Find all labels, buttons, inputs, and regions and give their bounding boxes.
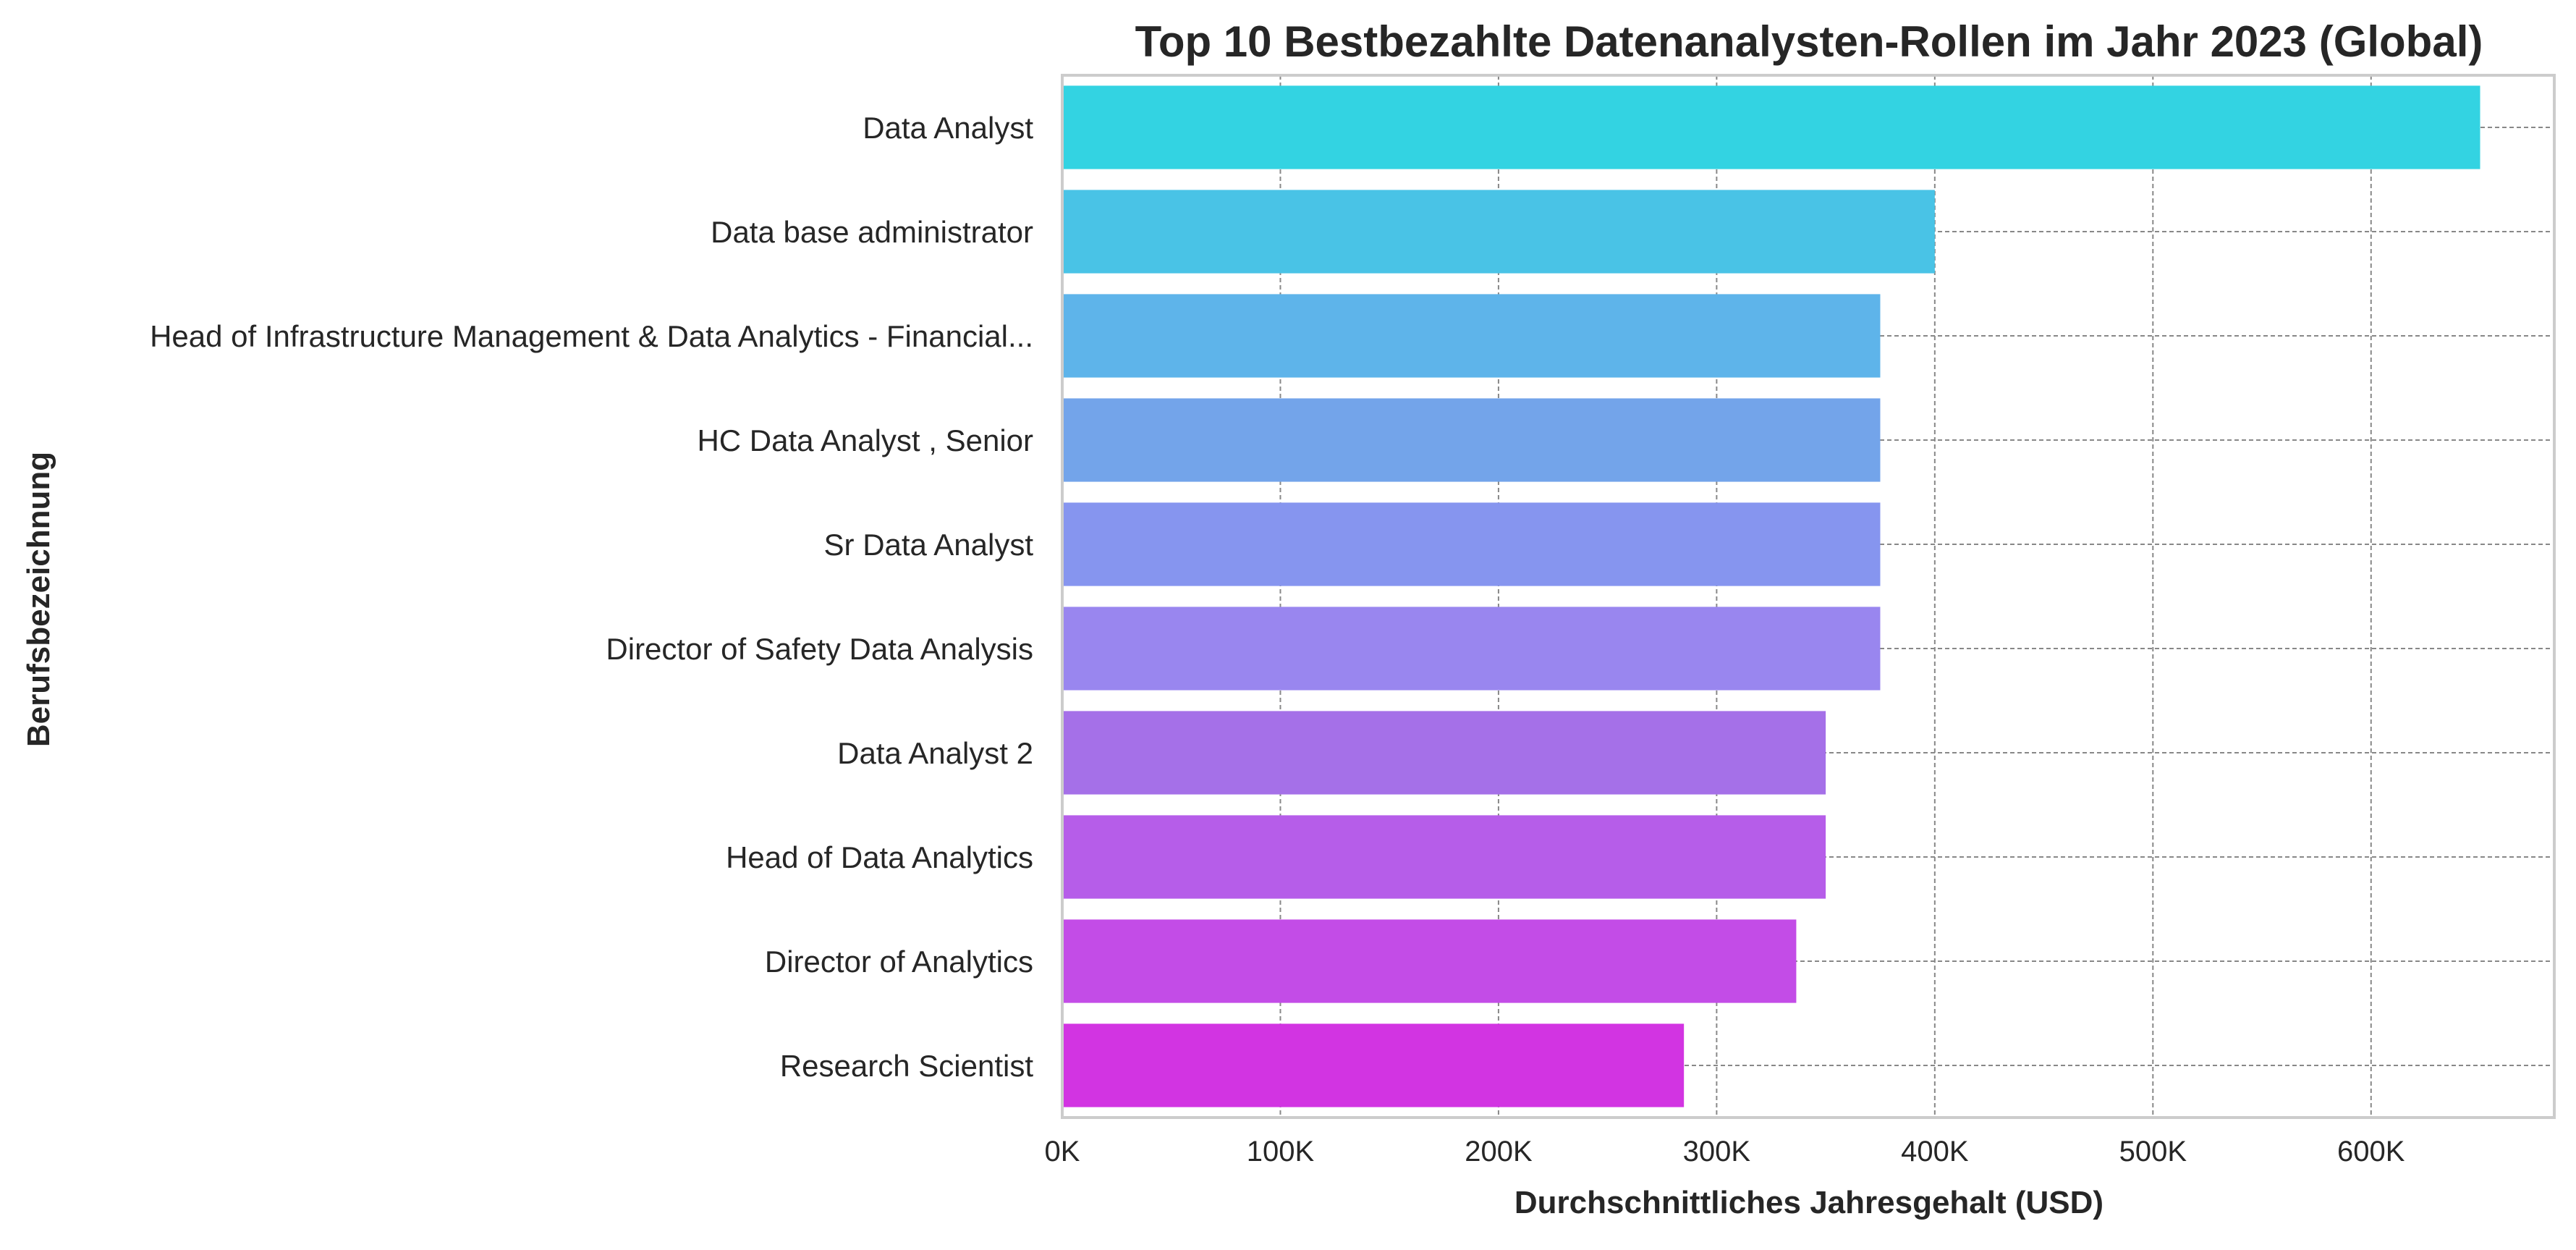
- x-tick-label: 100K: [1247, 1136, 1315, 1167]
- x-tick-label: 0K: [1045, 1136, 1080, 1167]
- y-tick-label: Data base administrator: [711, 215, 1033, 249]
- x-tick-label: 600K: [2337, 1136, 2405, 1167]
- bar: [1062, 711, 1826, 795]
- bar: [1062, 815, 1826, 899]
- y-tick-label: Director of Safety Data Analysis: [606, 632, 1033, 666]
- y-tick-label: Director of Analytics: [765, 945, 1033, 979]
- bar: [1062, 919, 1797, 1003]
- x-tick-label: 500K: [2119, 1136, 2187, 1167]
- y-tick-label: HC Data Analyst , Senior: [697, 423, 1033, 457]
- y-axis-label: Berufsbezeichnung: [21, 452, 56, 747]
- plot-frame: [1061, 74, 2556, 1119]
- bar: [1062, 1023, 1685, 1107]
- bar: [1062, 398, 1881, 482]
- x-tick-label: 400K: [1901, 1136, 1969, 1167]
- x-axis-label: Durchschnittliches Jahresgehalt (USD): [1514, 1185, 2103, 1220]
- x-tick-labels: 0K 100K 200K 300K 400K 500K 600K: [1045, 1136, 2405, 1167]
- y-tick-label: Head of Data Analytics: [726, 840, 1033, 874]
- y-tick-label: Head of Infrastructure Management & Data…: [150, 319, 1033, 353]
- chart-title: Top 10 Bestbezahlte Datenanalysten-Rolle…: [1135, 17, 2483, 66]
- y-tick-labels: Data Analyst Data base administrator Head …: [150, 111, 1033, 1083]
- bar: [1062, 190, 1935, 274]
- x-tick-label: 200K: [1465, 1136, 1533, 1167]
- bar: [1062, 294, 1881, 378]
- y-tick-label: Research Scientist: [780, 1049, 1033, 1083]
- bar: [1062, 607, 1881, 691]
- bar: [1062, 85, 2480, 169]
- y-tick-label: Data Analyst 2: [837, 736, 1033, 770]
- y-tick-label: Data Analyst: [863, 111, 1033, 145]
- y-tick-label: Sr Data Analyst: [824, 528, 1034, 562]
- bar: [1062, 502, 1881, 586]
- bar-layer: [1062, 85, 2480, 1107]
- x-tick-label: 300K: [1683, 1136, 1751, 1167]
